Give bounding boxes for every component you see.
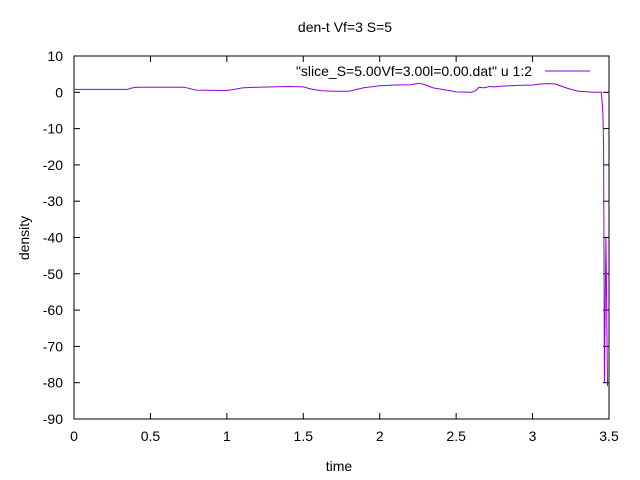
x-tick-label: 3: [529, 428, 537, 444]
chart-title: den-t Vf=3 S=5: [298, 19, 392, 35]
x-tick-label: 1: [223, 428, 231, 444]
y-tick-label: -40: [43, 230, 63, 246]
x-tick-label: 0.5: [141, 428, 161, 444]
y-tick-label: -30: [43, 193, 63, 209]
y-tick-label: -10: [43, 121, 63, 137]
x-tick-label: 2: [376, 428, 384, 444]
x-tick-label: 0: [70, 428, 78, 444]
y-tick-label: -20: [43, 157, 63, 173]
y-tick-label: -80: [43, 375, 63, 391]
y-tick-label: 10: [47, 48, 63, 64]
x-tick-label: 1.5: [294, 428, 314, 444]
y-tick-label: 0: [55, 84, 63, 100]
y-tick-label: -70: [43, 338, 63, 354]
series-line: [74, 82, 608, 387]
x-axis-label: time: [326, 458, 353, 474]
axis-ticks: 0 0.5 1 1.5 2 2.5 3 3.5 10 0 -10 -20 -30 -40 -50 -60 -70…: [43, 48, 619, 444]
x-tick-label: 2.5: [446, 428, 466, 444]
y-tick-label: -50: [43, 266, 63, 282]
y-tick-label: -60: [43, 302, 63, 318]
y-axis-label: density: [16, 216, 32, 260]
legend-entry-label: "slice_S=5.00Vf=3.00l=0.00.dat" u 1:2: [296, 63, 532, 79]
y-tick-label: -90: [43, 411, 63, 427]
series-layer: [74, 82, 608, 387]
plot-frame: [73, 55, 610, 420]
legend: "slice_S=5.00Vf=3.00l=0.00.dat" u 1:2: [296, 63, 590, 79]
x-tick-label: 3.5: [599, 428, 619, 444]
